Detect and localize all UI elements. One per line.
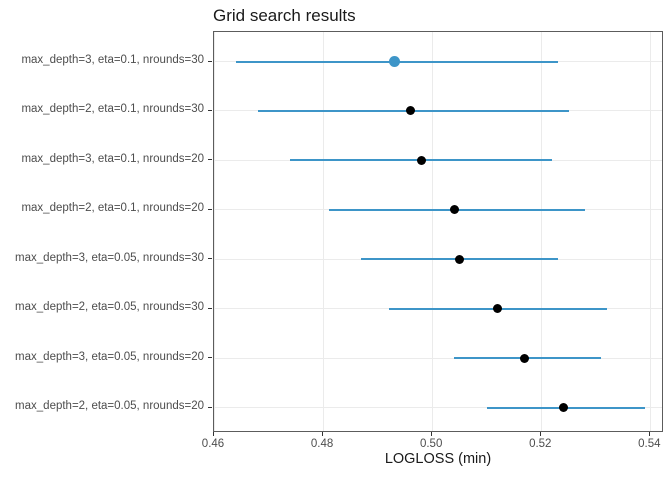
x-gridline [213, 32, 215, 431]
x-tick-label: 0.54 [638, 438, 661, 450]
y-tick-mark [208, 406, 212, 408]
y-tick-mark [208, 208, 212, 210]
y-axis-label: max_depth=3, eta=0.1, nrounds=30 [21, 54, 204, 66]
y-axis-label: max_depth=2, eta=0.1, nrounds=20 [21, 202, 204, 215]
x-tick-label: 0.48 [310, 438, 334, 450]
x-gridline [540, 32, 542, 431]
x-gridline [431, 32, 433, 431]
x-tick-mark [213, 432, 214, 436]
x-gridline [322, 32, 324, 431]
data-point [449, 205, 459, 215]
x-tick-mark [540, 432, 542, 436]
y-gridline [214, 407, 662, 408]
x-tick-label: 0.52 [529, 438, 552, 450]
x-tick-mark [322, 432, 324, 436]
y-tick-mark [208, 109, 212, 111]
x-tick-label: 0.50 [419, 438, 443, 450]
y-axis-label: max_depth=2, eta=0.05, nrounds=20 [15, 400, 204, 412]
y-axis-label: max_depth=3, eta=0.1, nrounds=20 [21, 152, 204, 165]
y-tick-mark [208, 258, 212, 260]
chart-title: Grid search results [213, 6, 356, 25]
y-axis-label: max_depth=3, eta=0.05, nrounds=30 [15, 251, 204, 264]
data-point [405, 106, 415, 116]
plot-panel [213, 31, 663, 432]
y-gridline [214, 357, 662, 359]
data-point [558, 403, 568, 412]
y-tick-mark [208, 357, 212, 359]
x-tick-label: 0.46 [201, 438, 225, 450]
x-axis-title: LOGLOSS (min) [384, 451, 492, 467]
x-gridline [649, 32, 651, 431]
best-data-point [388, 56, 400, 67]
y-tick-mark [208, 60, 212, 62]
y-axis-label: max_depth=2, eta=0.1, nrounds=30 [21, 103, 204, 116]
x-tick-mark [431, 432, 433, 436]
data-point [454, 254, 464, 264]
data-point [416, 155, 426, 165]
data-point [520, 353, 530, 363]
y-axis-label: max_depth=2, eta=0.05, nrounds=30 [15, 301, 204, 314]
y-tick-mark [208, 307, 212, 309]
x-tick-mark [649, 432, 651, 436]
y-axis-label: max_depth=3, eta=0.05, nrounds=20 [15, 350, 204, 363]
data-point [493, 304, 503, 314]
y-tick-mark [208, 159, 212, 161]
